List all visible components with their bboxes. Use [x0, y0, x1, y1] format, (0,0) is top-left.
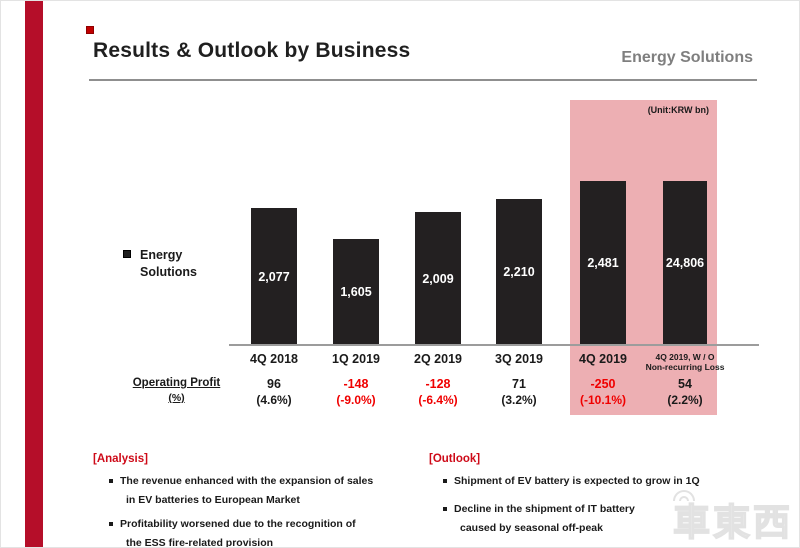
bar-3q2019: 2,210 [496, 199, 542, 345]
title-bullet-icon [86, 26, 94, 34]
analysis-bullet-1: The revenue enhanced with the expansion … [120, 472, 373, 510]
bullet-line: in EV batteries to European Market [126, 494, 300, 506]
bar-value-label: 2,077 [258, 269, 290, 284]
operating-profit-row-label: Operating Profit (%) [119, 377, 234, 404]
op-col-5: 54 (2.2%) [640, 377, 730, 407]
page-title: Results & Outlook by Business [93, 39, 411, 62]
bullet-icon [109, 479, 113, 483]
bar-value-label: 2,481 [587, 256, 619, 270]
op-value: -250 [590, 377, 616, 391]
bullet-line: Decline in the shipment of IT battery [454, 503, 635, 515]
bullet-line: Profitability worsened due to the recogn… [120, 518, 356, 530]
x-tick-3q2019: 3Q 2019 [495, 352, 543, 366]
list-item: The revenue enhanced with the expansion … [109, 472, 419, 510]
op-col-4: -250 (-10.1%) [558, 377, 648, 407]
watermark-signal-arc-inner-icon [679, 496, 689, 501]
op-percent: (-9.0%) [336, 393, 376, 407]
bar-4q2018: 2,077 [251, 208, 297, 345]
op-value: 71 [512, 377, 526, 391]
bullet-icon [109, 522, 113, 526]
list-item: Shipment of EV battery is expected to gr… [443, 472, 773, 491]
op-col-0: 96 (4.6%) [229, 377, 319, 407]
watermark-signal-arc-icon [673, 490, 695, 501]
analysis-header: [Analysis] [93, 453, 148, 465]
bar-value-label: 1,605 [340, 285, 372, 299]
op-percent: (4.6%) [256, 393, 292, 407]
op-percent: (-6.4%) [418, 393, 458, 407]
outlook-header: [Outlook] [429, 453, 481, 465]
bar-4q2019-wo-loss: 24,806 [663, 181, 707, 345]
x-tick-2q2019: 2Q 2019 [414, 352, 462, 366]
analysis-bullets: The revenue enhanced with the expansion … [109, 472, 419, 548]
chart-legend: Energy Solutions [123, 247, 218, 281]
bar-2q2019: 2,009 [415, 212, 461, 345]
bullet-line: Shipment of EV battery is expected to gr… [454, 475, 700, 487]
outlook-bullet-1: Shipment of EV battery is expected to gr… [454, 472, 700, 491]
op-col-2: -128 (-6.4%) [393, 377, 483, 407]
bar-value-label: 2,210 [503, 265, 535, 279]
x-tick-line1: 4Q 2019, W / O [655, 352, 715, 362]
watermark-logo: 車東西 [672, 501, 793, 544]
op-percent: (3.2%) [501, 393, 537, 407]
bullet-line: caused by seasonal off-peak [460, 522, 603, 534]
operating-profit-label: Operating Profit [132, 377, 221, 389]
legend-swatch-icon [123, 250, 131, 258]
x-tick-4q2019: 4Q 2019 [579, 352, 627, 366]
op-percent: (-10.1%) [579, 393, 626, 407]
header-divider [89, 79, 757, 81]
bullet-icon [443, 507, 447, 511]
bar-value-label: 24,806 [665, 256, 705, 270]
section-title: Energy Solutions [621, 49, 753, 66]
bullet-line: the ESS fire-related provision [126, 537, 274, 548]
bar-4q2019: 2,481 [580, 181, 626, 345]
op-value: -148 [343, 377, 369, 391]
outlook-bullet-2: Decline in the shipment of IT battery ca… [454, 500, 635, 538]
op-value: 54 [678, 377, 692, 391]
x-tick-line2: Non-recurring Loss [645, 361, 725, 372]
analysis-bullet-2: Profitability worsened due to the recogn… [120, 515, 356, 548]
bar-1q2019: 1,605 [333, 239, 379, 345]
bullet-icon [443, 479, 447, 483]
unit-label: (Unit:KRW bn) [647, 105, 709, 115]
op-value: -128 [425, 377, 451, 391]
op-percent: (2.2%) [667, 393, 703, 407]
x-tick-4q2018: 4Q 2018 [250, 352, 298, 366]
x-axis-line [229, 344, 759, 346]
left-accent-bar [25, 1, 43, 547]
legend-label: Energy Solutions [140, 248, 197, 279]
x-tick-1q2019: 1Q 2019 [332, 352, 380, 366]
bar-value-label: 2,009 [422, 271, 454, 286]
bullet-line: The revenue enhanced with the expansion … [120, 475, 374, 487]
op-value: 96 [267, 377, 281, 391]
op-col-3: 71 (3.2%) [474, 377, 564, 407]
outlook-bullets: Shipment of EV battery is expected to gr… [443, 472, 773, 543]
operating-profit-pct-label: (%) [168, 392, 185, 404]
x-tick-4q2019-wo-loss: 4Q 2019, W / O Non-recurring Loss [635, 352, 735, 372]
list-item: Profitability worsened due to the recogn… [109, 515, 419, 548]
op-col-1: -148 (-9.0%) [311, 377, 401, 407]
list-item: Decline in the shipment of IT battery ca… [443, 500, 773, 538]
